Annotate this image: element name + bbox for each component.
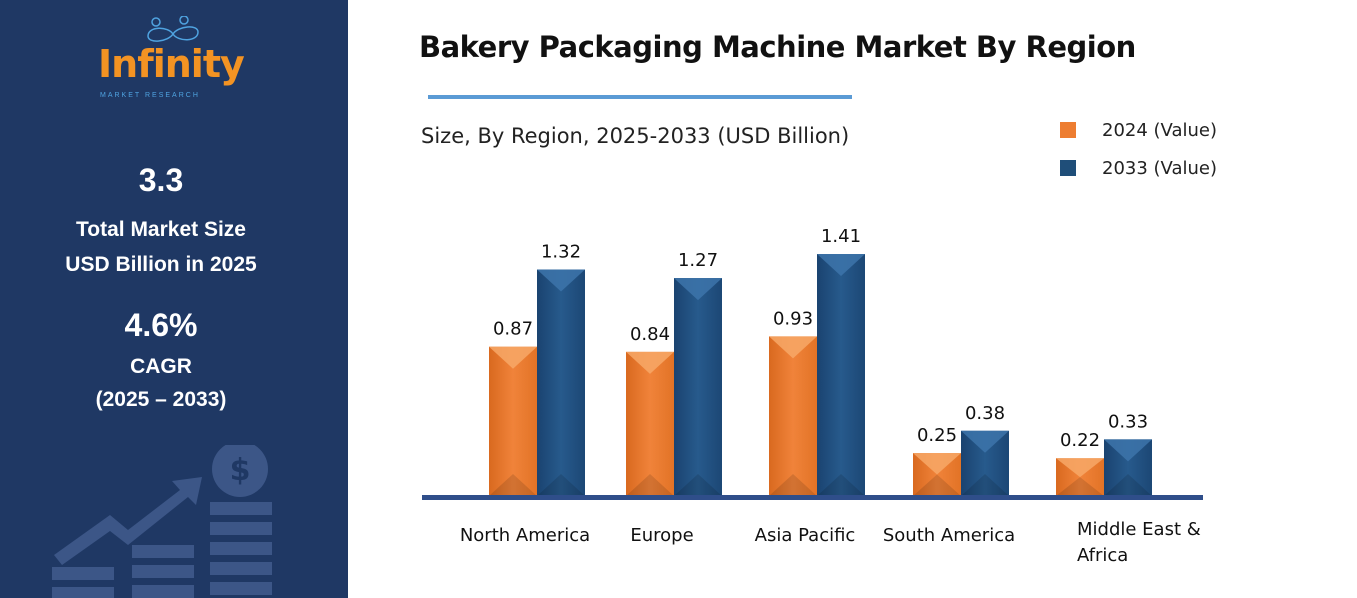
legend-swatch (1060, 122, 1076, 138)
data-label: 0.87 (493, 319, 533, 340)
bar-bevel (1104, 474, 1152, 496)
x-tick-label: Europe (630, 525, 693, 546)
bar-2024 (489, 346, 537, 496)
bar-bevel (1056, 477, 1104, 496)
sidebar: Infinity MARKET RESEARCH 3.3 Total Marke… (0, 0, 348, 598)
bar-bevel (674, 474, 722, 496)
data-label: 0.84 (630, 324, 670, 345)
bar-bevel (489, 474, 537, 496)
bar-bevel (817, 474, 865, 496)
market-size-unit: USD Billion in 2025 (65, 253, 257, 276)
x-tick-label: Middle East & Africa (1077, 519, 1201, 566)
cagr-period: (2025 – 2033) (95, 388, 227, 411)
bar-2033 (674, 278, 722, 496)
bar-bevel (1104, 439, 1152, 462)
bar-bevel (817, 254, 865, 277)
market-size-label: Total Market Size (76, 218, 246, 241)
x-tick-label: South America (883, 525, 1015, 546)
bar-bevel (961, 430, 1009, 453)
bar-2033 (537, 269, 585, 496)
data-label: 0.33 (1108, 411, 1148, 432)
data-label: 1.27 (678, 250, 718, 271)
dollar-icon: $ (230, 453, 251, 488)
market-size-value: 3.3 (138, 162, 184, 198)
cagr-value: 4.6% (124, 307, 198, 343)
data-label: 0.93 (773, 308, 813, 329)
bar-bevel (961, 474, 1009, 496)
logo-text: Infinity (98, 42, 245, 86)
chart-title: Bakery Packaging Machine Market By Regio… (419, 30, 1136, 64)
legend-item-2024: 2024 (Value) (1060, 120, 1217, 141)
bar-bevel (769, 474, 817, 496)
legend-swatch (1060, 160, 1076, 176)
legend-label: 2033 (Value) (1102, 158, 1218, 179)
bar-bevel (626, 351, 674, 374)
bar-bevel (769, 336, 817, 359)
growth-chart-icon: $ (52, 445, 272, 598)
data-label: 1.41 (821, 226, 861, 247)
chart-subtitle: Size, By Region, 2025-2033 (USD Billion) (421, 124, 850, 148)
bar-bevel (913, 474, 961, 496)
bar-bevel (674, 278, 722, 301)
bar-bevel (1056, 458, 1104, 478)
cagr-label: CAGR (130, 355, 192, 378)
x-tick-label: Asia Pacific (755, 525, 856, 546)
x-axis-line (422, 495, 1203, 500)
bar-bevel (626, 474, 674, 496)
bar-bevel (537, 269, 585, 292)
bar-bevel (489, 346, 537, 369)
legend-label: 2024 (Value) (1102, 120, 1218, 141)
bar-bevel (537, 474, 585, 496)
bar-2024 (626, 351, 674, 496)
data-label: 0.38 (965, 403, 1005, 424)
data-label: 0.25 (917, 425, 957, 446)
title-underline (428, 95, 852, 99)
logo-subtext: MARKET RESEARCH (100, 92, 200, 99)
data-label: 0.22 (1060, 430, 1100, 451)
bar-2024 (769, 336, 817, 496)
bar-bevel (913, 453, 961, 475)
x-tick-label: North America (460, 525, 590, 546)
legend-item-2033: 2033 (Value) (1060, 158, 1217, 179)
data-label: 1.32 (541, 241, 581, 262)
infinity-people-icon (147, 16, 199, 42)
bar-2033 (817, 254, 865, 496)
